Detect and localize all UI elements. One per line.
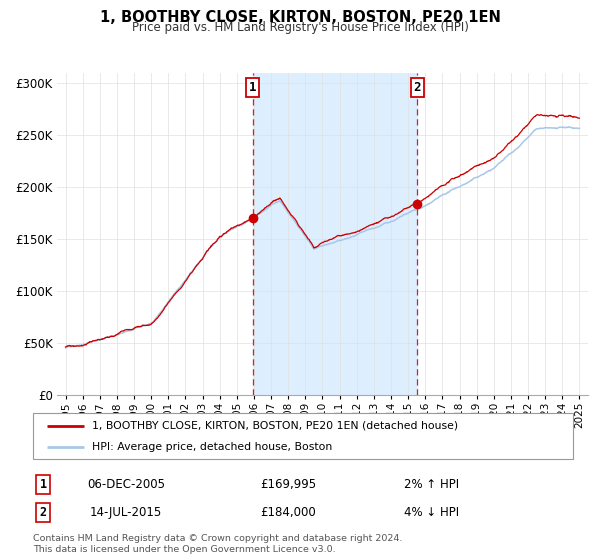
Text: 1: 1: [249, 81, 256, 94]
Text: Price paid vs. HM Land Registry's House Price Index (HPI): Price paid vs. HM Land Registry's House …: [131, 21, 469, 34]
Text: This data is licensed under the Open Government Licence v3.0.: This data is licensed under the Open Gov…: [33, 545, 335, 554]
Text: 1: 1: [40, 478, 47, 491]
FancyBboxPatch shape: [33, 413, 573, 459]
Text: 14-JUL-2015: 14-JUL-2015: [90, 506, 162, 519]
Text: HPI: Average price, detached house, Boston: HPI: Average price, detached house, Bost…: [92, 442, 332, 452]
Text: 2% ↑ HPI: 2% ↑ HPI: [404, 478, 460, 491]
Text: £169,995: £169,995: [260, 478, 316, 491]
Text: Contains HM Land Registry data © Crown copyright and database right 2024.: Contains HM Land Registry data © Crown c…: [33, 534, 403, 543]
Text: 2: 2: [40, 506, 47, 519]
Text: 1, BOOTHBY CLOSE, KIRTON, BOSTON, PE20 1EN: 1, BOOTHBY CLOSE, KIRTON, BOSTON, PE20 1…: [100, 10, 500, 25]
Text: 06-DEC-2005: 06-DEC-2005: [87, 478, 165, 491]
Text: 1, BOOTHBY CLOSE, KIRTON, BOSTON, PE20 1EN (detached house): 1, BOOTHBY CLOSE, KIRTON, BOSTON, PE20 1…: [92, 421, 458, 431]
Text: 4% ↓ HPI: 4% ↓ HPI: [404, 506, 460, 519]
Bar: [253, 73, 418, 395]
Text: £184,000: £184,000: [260, 506, 316, 519]
Text: 2: 2: [413, 81, 421, 94]
